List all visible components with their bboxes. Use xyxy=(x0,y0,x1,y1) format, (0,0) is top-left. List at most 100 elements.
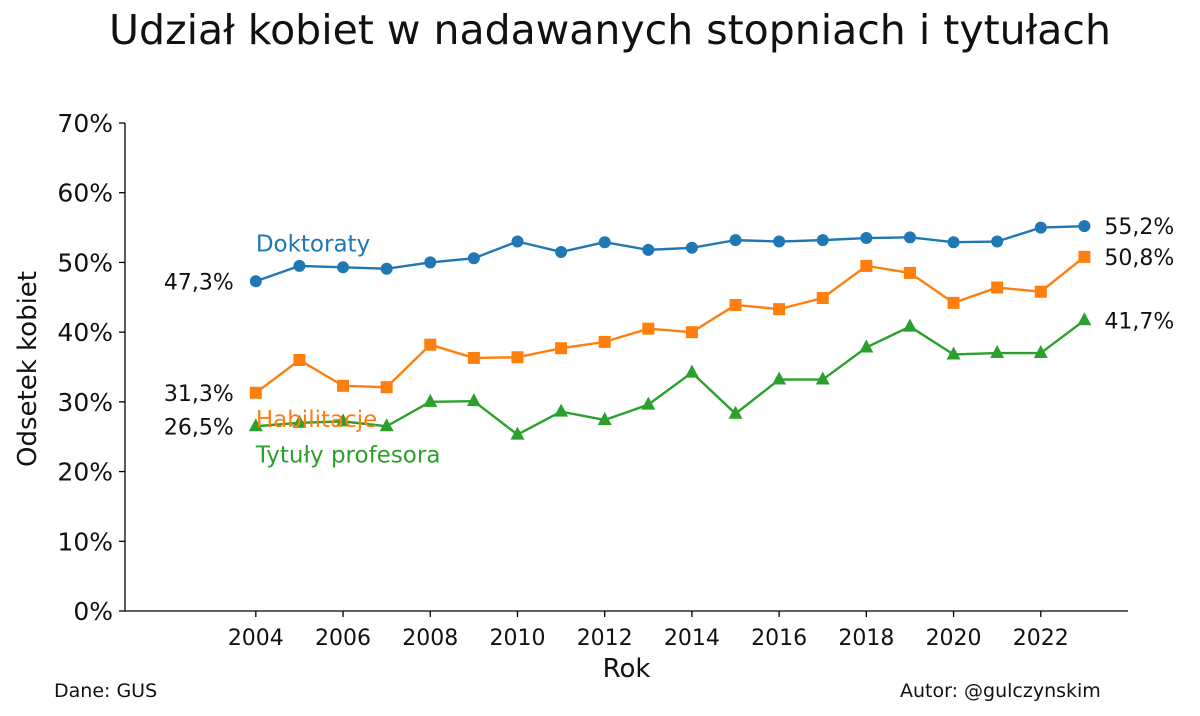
chart-title: Udział kobiet w nadawanych stopniach i t… xyxy=(109,6,1111,54)
data-point xyxy=(598,335,611,348)
series-line xyxy=(255,255,1086,394)
y-axis-title: Odsetek kobiet xyxy=(13,271,43,467)
data-point xyxy=(379,418,394,432)
data-point xyxy=(859,339,874,353)
x-tick-label: 2020 xyxy=(926,626,982,651)
data-point xyxy=(248,418,263,432)
data-point xyxy=(729,234,742,247)
y-tick-label: 60% xyxy=(57,179,113,208)
data-point xyxy=(990,345,1005,359)
series-name-label: Habilitacje xyxy=(256,407,377,433)
data-point xyxy=(991,235,1004,248)
data-point xyxy=(685,241,698,254)
y-tick-label: 30% xyxy=(57,388,113,417)
x-tick-label: 2016 xyxy=(751,626,807,651)
x-tick-label: 2004 xyxy=(228,626,284,651)
y-tick-label: 70% xyxy=(57,109,113,138)
x-tick-label: 2022 xyxy=(1013,626,1069,651)
x-tick-label: 2012 xyxy=(577,626,633,651)
data-point xyxy=(466,393,481,407)
data-point xyxy=(947,236,960,249)
data-point xyxy=(292,414,307,428)
labels-layer: Doktoraty 47,3% 55,2% Habilitacje 31,3% 50,8%… xyxy=(164,215,1174,468)
start-value-label: 31,3% xyxy=(164,382,234,407)
data-point xyxy=(816,234,829,247)
series-habilitacje xyxy=(249,250,1091,399)
data-point xyxy=(947,296,960,309)
axes: 0% 10% 20% 30% 40% 50% 60% 70% 2004 2006 2008 2010 2… xyxy=(13,109,1128,684)
data-point xyxy=(293,259,306,272)
data-point xyxy=(380,262,393,275)
data-point xyxy=(815,371,830,385)
data-point xyxy=(249,386,262,399)
data-point xyxy=(1078,220,1091,233)
source-note: Dane: GUS xyxy=(54,680,158,702)
data-point xyxy=(903,231,916,244)
author-note: Autor: @gulczynskim xyxy=(900,680,1101,702)
data-point xyxy=(773,303,786,316)
end-value-label: 55,2% xyxy=(1104,215,1174,240)
end-value-label: 41,7% xyxy=(1104,309,1174,334)
y-tick-label: 0% xyxy=(73,597,113,626)
y-tick-label: 20% xyxy=(57,458,113,487)
x-axis-title: Rok xyxy=(603,654,651,684)
data-point xyxy=(467,252,480,265)
data-point xyxy=(860,259,873,272)
data-point xyxy=(597,411,612,425)
data-point xyxy=(380,381,393,394)
data-point xyxy=(249,275,262,288)
data-point xyxy=(555,342,568,355)
y-tick-label: 40% xyxy=(57,318,113,347)
data-point xyxy=(684,364,699,378)
data-point xyxy=(946,346,961,360)
data-point xyxy=(991,281,1004,294)
series-name-label: Doktoraty xyxy=(256,231,370,257)
data-point xyxy=(772,371,787,385)
data-point xyxy=(860,232,873,245)
start-value-label: 26,5% xyxy=(164,415,234,440)
data-point xyxy=(816,291,829,304)
data-point xyxy=(598,236,611,249)
series-tytu-y-profesora xyxy=(248,312,1092,440)
data-point xyxy=(511,235,524,248)
series-doktoraty xyxy=(249,220,1091,288)
data-point xyxy=(511,351,524,364)
data-point xyxy=(1034,221,1047,234)
data-point xyxy=(337,261,350,274)
data-point xyxy=(554,403,569,417)
x-tick-label: 2006 xyxy=(315,626,371,651)
data-point xyxy=(555,245,568,258)
data-point xyxy=(641,396,656,410)
data-point xyxy=(642,322,655,335)
data-point xyxy=(510,426,525,440)
data-point xyxy=(293,354,306,367)
y-tick-label: 10% xyxy=(57,527,113,556)
data-point xyxy=(423,393,438,407)
data-point xyxy=(642,243,655,256)
data-point xyxy=(1033,345,1048,359)
x-tick-label: 2008 xyxy=(402,626,458,651)
series-line xyxy=(255,319,1086,436)
data-point xyxy=(728,405,743,419)
data-point xyxy=(1034,285,1047,298)
data-point xyxy=(467,351,480,364)
data-point xyxy=(902,318,917,332)
data-point xyxy=(773,235,786,248)
data-point xyxy=(424,338,437,351)
data-point xyxy=(729,298,742,311)
y-tick-label: 50% xyxy=(57,248,113,277)
data-point xyxy=(1077,312,1092,326)
series-line xyxy=(255,224,1085,283)
end-value-label: 50,8% xyxy=(1104,246,1174,271)
data-point xyxy=(336,413,351,427)
data-point xyxy=(424,256,437,269)
data-point xyxy=(903,266,916,279)
x-tick-label: 2010 xyxy=(489,626,545,651)
data-point xyxy=(1078,250,1091,263)
series-name-label: Tytuły profesora xyxy=(255,442,441,468)
x-tick-label: 2014 xyxy=(664,626,720,651)
data-point xyxy=(337,379,350,392)
series-layer xyxy=(248,220,1092,440)
start-value-label: 47,3% xyxy=(164,270,234,295)
